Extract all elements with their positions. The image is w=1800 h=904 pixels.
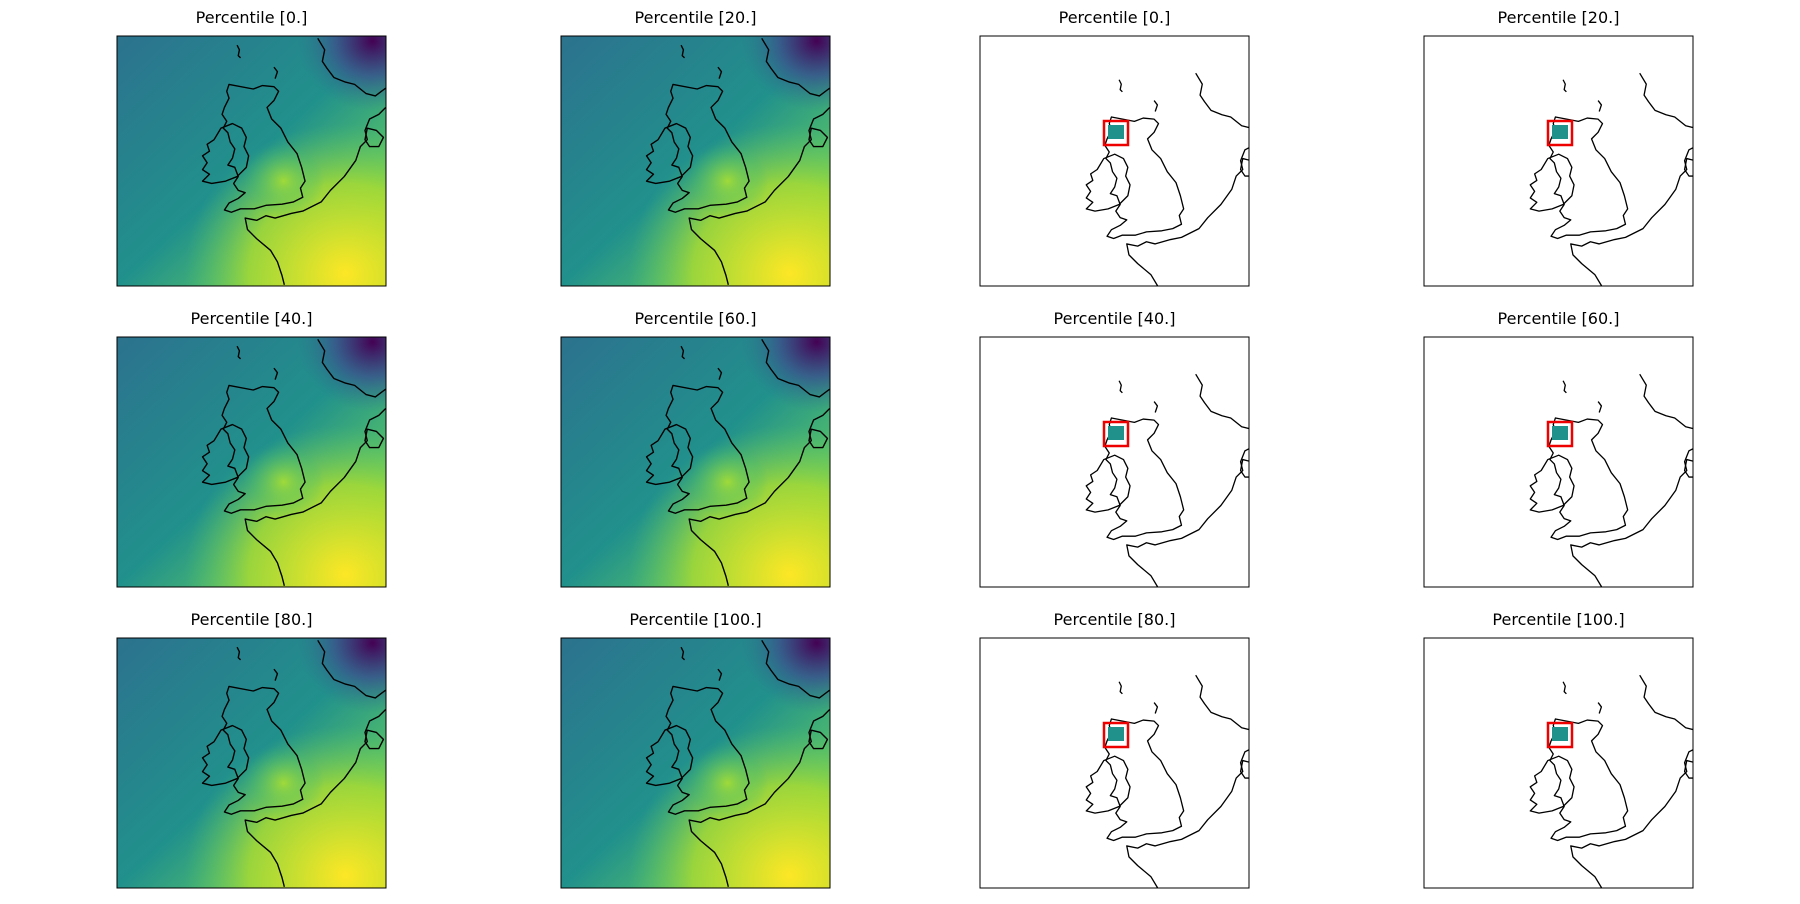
region-box xyxy=(1546,119,1574,147)
panel-frame xyxy=(116,637,387,889)
background xyxy=(1424,337,1693,587)
region-box xyxy=(1546,420,1574,448)
map-panel: Percentile [100.] xyxy=(560,610,831,889)
map-panel: Percentile [60.] xyxy=(1423,309,1694,588)
panel-title: Percentile [0.] xyxy=(1059,8,1171,27)
panel-title: Percentile [100.] xyxy=(1492,610,1624,629)
map-panel: Percentile [60.] xyxy=(560,309,831,588)
map-body xyxy=(561,638,830,888)
map-body xyxy=(980,36,1249,286)
panel-frame xyxy=(1423,637,1694,889)
panel-frame xyxy=(116,336,387,588)
data-cell xyxy=(1108,125,1124,139)
map-panel: Percentile [40.] xyxy=(979,309,1250,588)
map-body xyxy=(561,337,830,587)
panel-frame xyxy=(560,336,831,588)
panel-title: Percentile [20.] xyxy=(1498,8,1620,27)
data-cell xyxy=(1552,125,1568,139)
background xyxy=(980,36,1249,286)
field-uk xyxy=(117,36,386,286)
data-cell xyxy=(1108,727,1124,741)
map-panel: Percentile [0.] xyxy=(116,8,387,287)
panel-title: Percentile [60.] xyxy=(635,309,757,328)
panel-frame xyxy=(979,35,1250,287)
panel-frame xyxy=(1423,35,1694,287)
panel-frame xyxy=(560,637,831,889)
background xyxy=(1424,638,1693,888)
background xyxy=(1424,36,1693,286)
field-uk xyxy=(117,638,386,888)
field-uk xyxy=(561,36,830,286)
panel-frame xyxy=(979,336,1250,588)
panel-title: Percentile [80.] xyxy=(1054,610,1176,629)
map-panel: Percentile [80.] xyxy=(979,610,1250,889)
panel-title: Percentile [40.] xyxy=(191,309,313,328)
panel-title: Percentile [40.] xyxy=(1054,309,1176,328)
map-panel: Percentile [20.] xyxy=(1423,8,1694,287)
region-box xyxy=(1546,721,1574,749)
panel-frame xyxy=(116,35,387,287)
field-uk xyxy=(561,337,830,587)
panel-title: Percentile [0.] xyxy=(196,8,308,27)
region-box xyxy=(1102,119,1130,147)
map-panel: Percentile [100.] xyxy=(1423,610,1694,889)
data-cell xyxy=(1552,727,1568,741)
map-body xyxy=(117,638,386,888)
map-body xyxy=(117,36,386,286)
map-panel: Percentile [20.] xyxy=(560,8,831,287)
map-body xyxy=(1424,337,1693,587)
map-panel: Percentile [80.] xyxy=(116,610,387,889)
map-body xyxy=(117,337,386,587)
map-body xyxy=(1424,36,1693,286)
panel-frame xyxy=(560,35,831,287)
map-body xyxy=(1424,638,1693,888)
map-body xyxy=(561,36,830,286)
field-uk xyxy=(561,638,830,888)
map-panel: Percentile [40.] xyxy=(116,309,387,588)
map-body xyxy=(980,638,1249,888)
panel-title: Percentile [20.] xyxy=(635,8,757,27)
background xyxy=(980,337,1249,587)
background xyxy=(980,638,1249,888)
map-body xyxy=(980,337,1249,587)
panel-frame xyxy=(979,637,1250,889)
panel-title: Percentile [60.] xyxy=(1498,309,1620,328)
panel-frame xyxy=(1423,336,1694,588)
map-panel: Percentile [0.] xyxy=(979,8,1250,287)
data-cell xyxy=(1552,426,1568,440)
region-box xyxy=(1102,721,1130,749)
field-uk xyxy=(117,337,386,587)
panel-title: Percentile [80.] xyxy=(191,610,313,629)
region-box xyxy=(1102,420,1130,448)
data-cell xyxy=(1108,426,1124,440)
panel-title: Percentile [100.] xyxy=(629,610,761,629)
